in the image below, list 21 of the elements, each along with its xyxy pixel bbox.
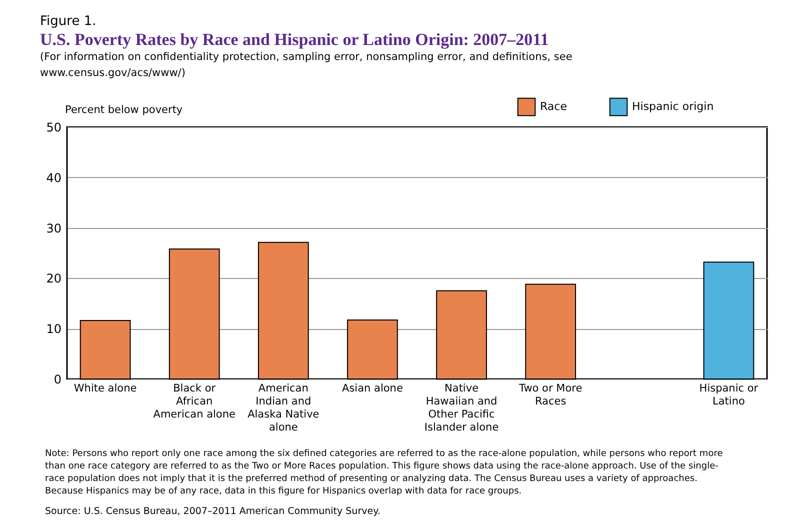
x-tick-label: White alone: [74, 382, 137, 394]
x-tick-label: Two or More Races: [518, 382, 582, 408]
y-tick-label: 50: [46, 120, 62, 134]
chart-subtitle: (For information on confidentiality protection, sampling error, nonsampling error, and definitions, see www.census.gov/acs/www/): [40, 51, 572, 79]
y-tick-label: 40: [46, 170, 62, 185]
x-tick-label: American Indian and Alaska Native alone: [248, 382, 320, 434]
chart-title: U.S. Poverty Rates by Race and Hispanic or Latino Origin: 2007–2011: [40, 30, 549, 49]
x-tick-label: Native Hawaiian and Other Pacific Islander alone: [424, 382, 499, 434]
source-note: Source: U.S. Census Bureau, 2007–2011 American Community Survey.: [45, 506, 380, 517]
y-tick-label: 10: [46, 322, 62, 336]
y-tick-label: 30: [46, 221, 62, 236]
x-tick-label: Black or African American alone: [153, 382, 236, 420]
x-tick-label: Asian alone: [342, 382, 403, 394]
legend-label: Hispanic origin: [632, 100, 714, 113]
legend-label: Race: [540, 100, 568, 113]
x-tick-label: Hispanic or Latino: [699, 382, 759, 408]
y-tick-label: 20: [46, 272, 62, 286]
text: Note: Persons who report only one race among the six defined categories are referred to as the race-alone population, while persons who report more than one race category are referred to as the Two or More Races population. This figure shows data using the race-alone approach. Use of the single-race population does not imply that it is the preferred method of presenting or analyzing data. The Census Bureau uses a variety of approaches. Because Hispanics may be of any race, data in this figure for Hispanics overlap with data for race groups.: [45, 449, 724, 496]
y-tick-label: 0: [54, 372, 62, 386]
caption: Figure 1.: [40, 14, 96, 29]
y-axis-title: Percent below poverty: [65, 104, 183, 116]
